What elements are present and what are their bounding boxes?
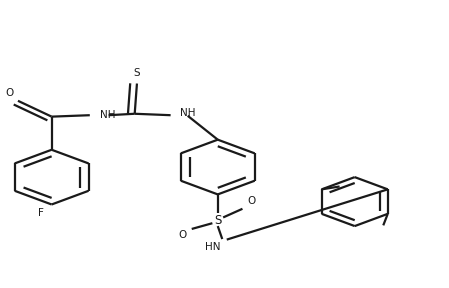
Text: NH: NH xyxy=(100,110,115,120)
Text: NH: NH xyxy=(180,108,195,118)
Text: HN: HN xyxy=(204,242,220,252)
Text: O: O xyxy=(178,230,186,240)
Text: F: F xyxy=(38,208,44,218)
Text: O: O xyxy=(248,196,256,206)
Text: S: S xyxy=(134,68,140,78)
Text: S: S xyxy=(214,214,221,227)
Text: O: O xyxy=(5,88,13,98)
